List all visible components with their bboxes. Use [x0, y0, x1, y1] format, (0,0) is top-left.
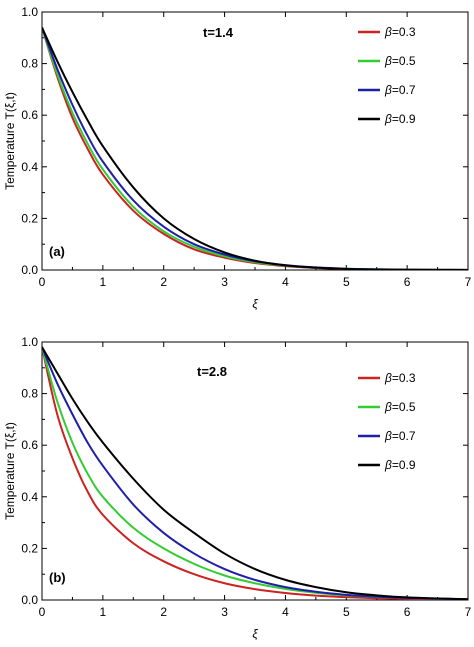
- x-tick-label: 7: [465, 275, 472, 289]
- y-tick-label: 0.6: [21, 438, 38, 452]
- x-tick-label: 3: [221, 605, 228, 619]
- panel-title: t=2.8: [197, 364, 227, 379]
- x-tick-label: 2: [160, 605, 167, 619]
- x-tick-label: 6: [404, 275, 411, 289]
- panel-label: (a): [49, 244, 65, 259]
- x-tick-label: 5: [343, 605, 350, 619]
- y-tick-label: 0.8: [21, 387, 38, 401]
- x-axis-label: ξ: [252, 297, 258, 311]
- y-tick-label: 0.0: [21, 593, 38, 607]
- legend-value: =0.3: [392, 371, 416, 385]
- legend-entry: β=0.3: [384, 371, 416, 385]
- legend-symbol: β: [384, 429, 392, 443]
- legend-value: =0.5: [392, 400, 416, 414]
- legend-entry: β=0.5: [384, 54, 416, 68]
- y-tick-label: 0.0: [21, 263, 38, 277]
- panel-label: (b): [49, 570, 66, 585]
- y-tick-label: 0.4: [21, 490, 38, 504]
- x-tick-label: 0: [39, 275, 46, 289]
- x-axis-label: ξ: [252, 627, 258, 641]
- x-tick-label: 6: [404, 605, 411, 619]
- legend-symbol: β: [384, 400, 392, 414]
- legend-value: =0.3: [392, 25, 416, 39]
- y-tick-label: 0.6: [21, 108, 38, 122]
- series-line-3: [42, 346, 468, 600]
- legend-symbol: β: [384, 458, 392, 472]
- x-tick-label: 4: [282, 275, 289, 289]
- y-axis-label: Temperature T(ξ,t): [3, 92, 17, 190]
- legend-entry: β=0.9: [384, 458, 416, 472]
- legend-entry: β=0.9: [384, 112, 416, 126]
- x-tick-label: 1: [100, 275, 107, 289]
- legend-value: =0.7: [392, 429, 416, 443]
- plot-frame: [41, 11, 469, 271]
- y-tick-label: 0.4: [21, 160, 38, 174]
- legend-symbol: β: [384, 371, 392, 385]
- y-tick-label: 0.2: [21, 541, 38, 555]
- x-tick-label: 4: [282, 605, 289, 619]
- y-tick-label: 0.2: [21, 211, 38, 225]
- legend-value: =0.7: [392, 83, 416, 97]
- legend-entry: β=0.7: [384, 83, 416, 97]
- series-line-1: [42, 346, 468, 600]
- x-tick-label: 2: [160, 275, 167, 289]
- x-tick-label: 1: [100, 605, 107, 619]
- legend-symbol: β: [384, 83, 392, 97]
- x-tick-label: 3: [221, 275, 228, 289]
- panel-a: 0 1 2 3 4 5 6 7 0.0 0.2 0.4 0.6 0.8 1.0 ξ Temperature T…: [3, 5, 472, 311]
- legend-symbol: β: [384, 54, 392, 68]
- panel-b: 0 1 2 3 4 5 6 7 0.0 0.2 0.4 0.6 0.8 1.0 ξ Temperature T…: [3, 335, 472, 641]
- legend-entry: β=0.3: [384, 25, 416, 39]
- legend-entry: β=0.5: [384, 400, 416, 414]
- legend-value: =0.9: [392, 458, 416, 472]
- legend-entry: β=0.7: [384, 429, 416, 443]
- y-tick-label: 1.0: [21, 5, 38, 19]
- y-tick-label: 1.0: [21, 335, 38, 349]
- y-tick-label: 0.8: [21, 57, 38, 71]
- legend-value: =0.9: [392, 112, 416, 126]
- series-line-4: [42, 346, 468, 600]
- legend-symbol: β: [384, 112, 392, 126]
- series-line-4: [42, 27, 468, 270]
- panel-title: t=1.4: [203, 25, 234, 40]
- x-tick-label: 0: [39, 605, 46, 619]
- legend-symbol: β: [384, 25, 392, 39]
- y-axis-label: Temperature T(ξ,t): [3, 422, 17, 520]
- legend-value: =0.5: [392, 54, 416, 68]
- x-tick-label: 7: [465, 605, 472, 619]
- x-tick-label: 5: [343, 275, 350, 289]
